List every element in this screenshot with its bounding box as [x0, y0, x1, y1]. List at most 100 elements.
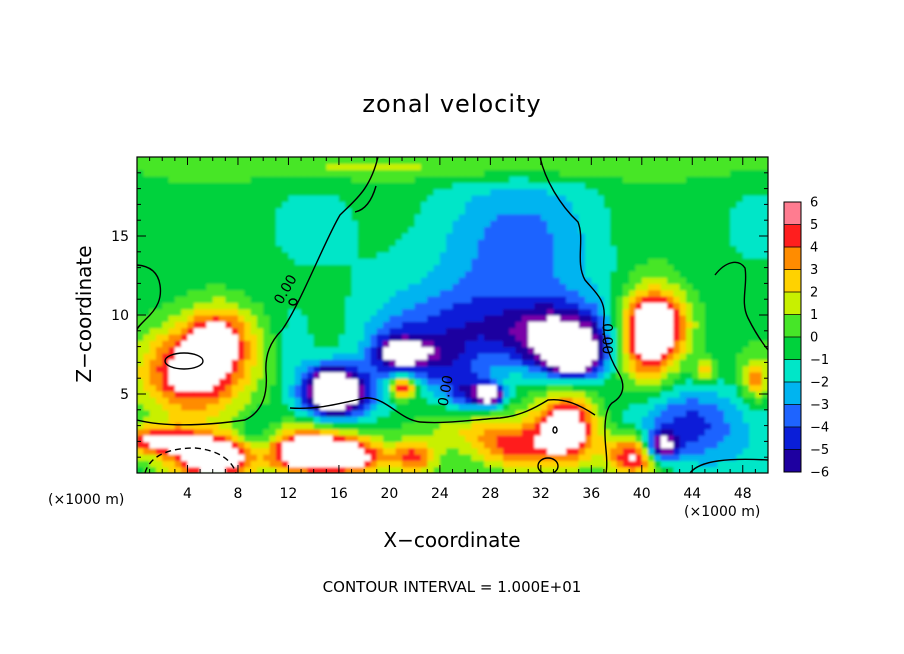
heatmap-cell: [603, 315, 611, 322]
heatmap-cell: [149, 264, 157, 272]
heatmap-cell: [237, 289, 245, 297]
heatmap-cell: [654, 283, 662, 291]
heatmap-cell: [275, 371, 283, 379]
heatmap-cell: [420, 327, 428, 335]
heatmap-cell: [420, 251, 428, 259]
heatmap-cell: [521, 201, 529, 209]
heatmap-cell: [616, 169, 624, 177]
heatmap-cell: [553, 207, 561, 215]
heatmap-cell: [250, 289, 258, 297]
heatmap-cell: [301, 270, 308, 278]
heatmap-cell: [654, 277, 662, 284]
heatmap-cell: [433, 194, 441, 202]
heatmap-cell: [225, 157, 233, 164]
heatmap-cell: [547, 454, 555, 461]
heatmap-cell: [193, 239, 201, 247]
heatmap-cell: [326, 296, 334, 303]
heatmap-cell: [168, 365, 176, 373]
heatmap-cell: [282, 232, 290, 240]
heatmap-cell: [376, 163, 384, 171]
heatmap-cell: [673, 403, 681, 411]
heatmap-cell: [402, 435, 409, 442]
heatmap-cell: [446, 213, 454, 221]
heatmap-cell: [723, 333, 731, 341]
heatmap-cell: [326, 390, 334, 398]
heatmap-cell: [402, 213, 409, 221]
heatmap-cell: [553, 403, 561, 411]
heatmap-cell: [200, 308, 208, 316]
heatmap-cell: [641, 277, 649, 284]
heatmap-cell: [149, 213, 157, 221]
heatmap-cell: [679, 352, 687, 360]
heatmap-cell: [149, 258, 157, 266]
heatmap-cell: [446, 428, 454, 436]
heatmap-cell: [155, 175, 163, 183]
heatmap-cell: [307, 447, 315, 455]
heatmap-cell: [370, 220, 378, 228]
heatmap-cell: [155, 289, 163, 297]
heatmap-cell: [654, 454, 662, 461]
heatmap-cell: [471, 258, 479, 266]
heatmap-cell: [174, 315, 182, 322]
heatmap-cell: [641, 302, 649, 310]
heatmap-cell: [458, 270, 466, 278]
heatmap-cell: [326, 365, 334, 373]
heatmap-cell: [263, 194, 271, 202]
heatmap-cell: [521, 220, 529, 228]
heatmap-cell: [521, 460, 529, 468]
heatmap-cell: [187, 327, 195, 335]
heatmap-cell: [225, 289, 233, 297]
heatmap-cell: [572, 302, 580, 310]
heatmap-cell: [641, 315, 649, 322]
heatmap-cell: [389, 308, 397, 316]
heatmap-cell: [212, 460, 220, 468]
heatmap-cell: [490, 239, 498, 247]
heatmap-cell: [357, 365, 365, 373]
heatmap-cell: [566, 365, 573, 373]
heatmap-cell: [749, 466, 756, 473]
heatmap-cell: [364, 213, 372, 221]
heatmap-cell: [446, 321, 454, 329]
heatmap-cell: [502, 296, 510, 303]
heatmap-cell: [477, 239, 485, 247]
heatmap-cell: [414, 428, 422, 436]
heatmap-cell: [364, 403, 372, 411]
heatmap-cell: [502, 207, 510, 215]
heatmap-cell: [730, 226, 738, 234]
heatmap-cell: [736, 365, 744, 373]
heatmap-cell: [591, 308, 599, 316]
heatmap-cell: [357, 264, 365, 272]
heatmap-cell: [427, 340, 435, 348]
heatmap-cell: [540, 359, 548, 367]
heatmap-cell: [225, 251, 233, 259]
heatmap-cell: [376, 447, 384, 455]
heatmap-cell: [288, 175, 296, 183]
heatmap-cell: [364, 460, 372, 468]
heatmap-cell: [477, 321, 485, 329]
heatmap-cell: [603, 308, 611, 316]
heatmap-cell: [673, 182, 681, 190]
heatmap-cell: [591, 245, 599, 253]
heatmap-cell: [402, 441, 409, 449]
heatmap-cell: [755, 270, 763, 278]
heatmap-cell: [452, 422, 460, 430]
heatmap-cell: [547, 416, 555, 424]
heatmap-cell: [547, 422, 555, 430]
heatmap-cell: [193, 460, 201, 468]
heatmap-cell: [250, 239, 258, 247]
heatmap-cell: [282, 409, 290, 417]
heatmap-cell: [143, 378, 151, 386]
heatmap-cell: [174, 454, 182, 461]
heatmap-cell: [528, 441, 536, 449]
heatmap-cell: [629, 245, 637, 253]
heatmap-cell: [540, 371, 548, 379]
heatmap-cell: [496, 258, 504, 266]
heatmap-cell: [282, 264, 290, 272]
heatmap-cell: [654, 365, 662, 373]
heatmap-cell: [502, 315, 510, 322]
heatmap-cell: [711, 188, 719, 196]
heatmap-cell: [383, 384, 390, 392]
heatmap-cell: [357, 333, 365, 341]
heatmap-cell: [704, 352, 712, 360]
heatmap-cell: [155, 245, 163, 253]
